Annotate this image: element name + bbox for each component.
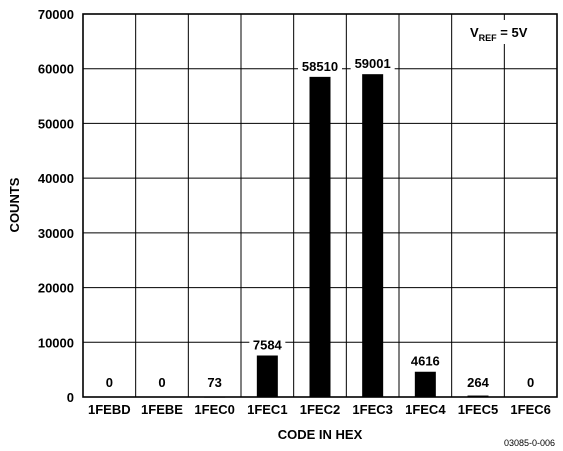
y-tick-label: 20000 — [38, 281, 74, 296]
figure-id: 03085-0-006 — [504, 438, 555, 448]
y-tick-label: 50000 — [38, 116, 74, 131]
data-label: 7584 — [253, 338, 283, 353]
bar — [256, 355, 278, 397]
y-tick-label: 60000 — [38, 62, 74, 77]
data-label-bg — [249, 337, 286, 353]
x-tick-label: 1FEC3 — [352, 402, 392, 417]
x-tick-label: 1FEC4 — [405, 402, 446, 417]
data-label: 58510 — [302, 59, 338, 74]
x-tick-label: 1FEBE — [141, 402, 183, 417]
data-label-bg — [204, 375, 225, 390]
data-label-bg — [350, 56, 395, 72]
data-label: 73 — [207, 375, 221, 390]
x-axis-title: CODE IN HEX — [278, 427, 363, 442]
x-tick-label: 1FEC2 — [300, 402, 340, 417]
data-label-bg — [103, 375, 116, 390]
vref-annotation: VREF = 5V — [462, 20, 550, 44]
y-tick-label: 10000 — [38, 335, 74, 350]
bars-layer — [204, 74, 489, 398]
x-tick-label: 1FEC0 — [194, 402, 234, 417]
data-label-bg — [407, 353, 444, 369]
y-tick-labels: 0 10000 20000 30000 40000 50000 60000 70000 — [38, 7, 74, 405]
data-label: 59001 — [355, 56, 391, 71]
x-tick-label: 1FEC6 — [510, 402, 550, 417]
data-label: 0 — [527, 375, 534, 390]
y-tick-label: 70000 — [38, 7, 74, 22]
y-tick-label: 30000 — [38, 226, 74, 241]
plot-frame — [82, 13, 558, 398]
data-label: 4616 — [411, 354, 440, 369]
data-label-bg — [464, 375, 492, 390]
data-label-bg — [524, 375, 537, 390]
data-label: 264 — [467, 375, 489, 390]
vref-value: = 5V — [497, 25, 528, 40]
x-tick-labels: 1FEBD 1FEBE 1FEC0 1FEC1 1FEC2 1FEC3 1FEC4 1FEC5… — [88, 402, 551, 417]
y-tick-label: 40000 — [38, 171, 74, 186]
x-tick-label: 1FEC1 — [247, 402, 287, 417]
data-label: 0 — [158, 375, 165, 390]
x-tick-label: 1FEC5 — [458, 402, 498, 417]
x-tick-label: 1FEBD — [88, 402, 131, 417]
vref-main: V — [470, 25, 479, 40]
vref-annotation-bg — [462, 20, 550, 44]
data-label-bg — [156, 375, 168, 390]
y-axis-title: COUNTS — [7, 177, 22, 232]
bar — [362, 74, 384, 398]
bar — [414, 371, 436, 397]
vref-annotation-text: VREF = 5V — [470, 25, 528, 43]
bar — [309, 76, 331, 398]
y-tick-label: 0 — [67, 390, 74, 405]
data-label: 0 — [106, 375, 113, 390]
data-label-bg — [298, 58, 342, 74]
data-labels-layer: 0 0 73 7584 58510 59001 4616 264 0 — [103, 56, 537, 390]
vref-subscript: REF — [479, 33, 498, 43]
